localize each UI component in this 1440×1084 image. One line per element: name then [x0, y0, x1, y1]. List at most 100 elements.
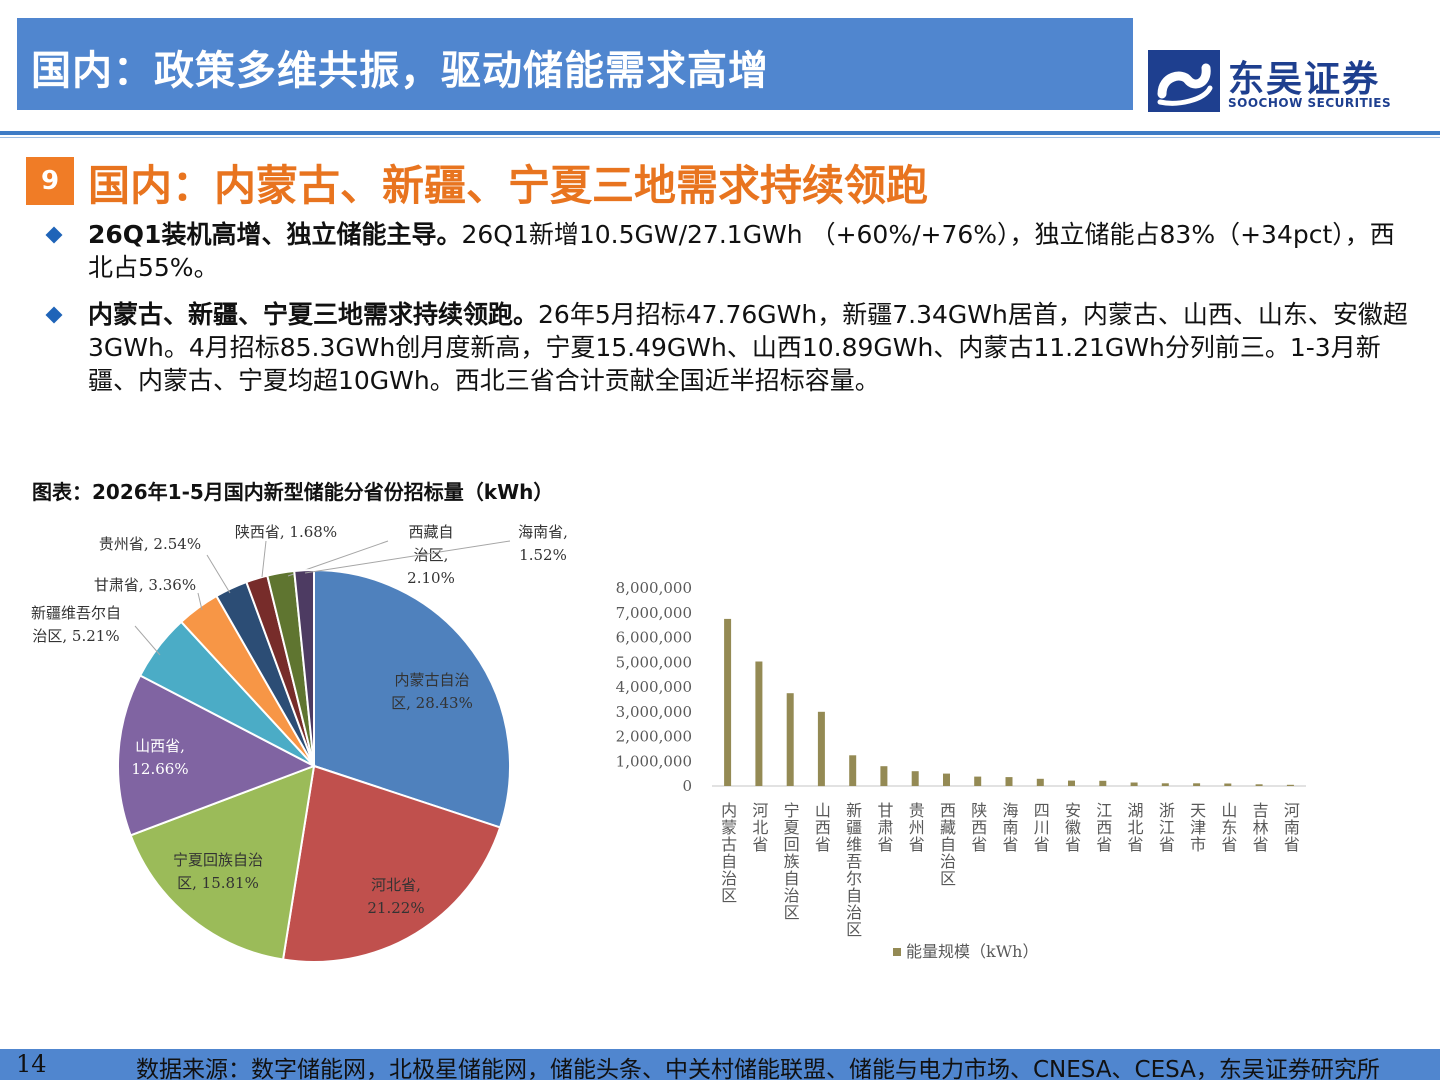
x-tick-label: 内蒙古自治区	[718, 802, 737, 904]
pie-label-7: 陕西省, 1.68%	[235, 523, 337, 541]
pie-label-line: 2.10%	[407, 569, 455, 587]
pie-leader-line-9	[304, 540, 511, 574]
pie-label-3: 山西省, 12.66%	[131, 737, 188, 778]
pie-label-line: 山西省,	[135, 737, 185, 755]
pie-label-line: 治区,	[414, 546, 449, 564]
pie-slice-3	[117, 674, 317, 837]
x-tick-label: 江西省	[1093, 802, 1112, 853]
bar-5	[880, 766, 888, 786]
pie-slice-1	[281, 764, 502, 963]
x-tick-label: 湖北省	[1125, 802, 1144, 853]
x-tick-label: 河北省	[749, 802, 768, 853]
y-tick-label: 6,000,000	[616, 629, 692, 647]
bar-15	[1193, 783, 1201, 786]
x-tick-label: 海南省	[1000, 802, 1019, 853]
bar-9	[1005, 777, 1013, 786]
x-tick-label: 河南省	[1281, 802, 1300, 853]
bar-7	[943, 773, 950, 786]
y-tick-label: 3,000,000	[616, 703, 692, 721]
pie-label-4: 新疆维吾尔自治区, 5.21%	[31, 604, 121, 645]
x-tick-label: 贵州省	[906, 802, 925, 853]
y-tick-label: 0	[682, 777, 692, 795]
x-tick-label: 山东省	[1218, 802, 1237, 853]
bar-18	[1286, 784, 1294, 786]
legend-swatch	[893, 948, 901, 956]
pie-label-line: 新疆维吾尔自	[31, 604, 121, 622]
pie-leader-line-7	[261, 540, 267, 578]
y-tick-label: 1,000,000	[616, 752, 692, 770]
logo-cn: 东吴证券	[1228, 59, 1381, 100]
bar-14	[1161, 783, 1169, 786]
company-logo: 东吴证券 SOOCHOW SECURITIES	[1148, 40, 1428, 120]
page-number: 14	[16, 1050, 47, 1078]
x-tick-label: 四川省	[1031, 802, 1050, 853]
section-title: 国内：内蒙古、新疆、宁夏三地需求持续领跑	[88, 161, 929, 210]
bar-16	[1224, 783, 1232, 786]
bullet-2-bold: 内蒙古、新疆、宁夏三地需求持续领跑。	[88, 300, 539, 329]
x-tick-label: 宁夏回族自治区	[781, 802, 800, 921]
x-tick-label: 西藏自治区	[937, 802, 956, 887]
pie-label-line: 西藏自	[408, 523, 453, 541]
y-tick-label: 7,000,000	[616, 604, 692, 622]
pie-label-6: 贵州省, 2.54%	[99, 535, 201, 553]
pie-slice-0	[313, 568, 511, 829]
bar-4	[849, 755, 857, 786]
x-tick-label: 浙江省	[1156, 802, 1175, 853]
bar-0	[724, 618, 732, 786]
soochow-logo-icon	[1148, 50, 1220, 112]
header-rule	[0, 131, 1440, 135]
logo-en: SOOCHOW SECURITIES	[1228, 96, 1392, 110]
pie-label-line: 区, 15.81%	[177, 874, 259, 892]
bullet-1-bold: 26Q1装机高增、独立储能主导。	[88, 220, 462, 249]
bar-8	[974, 776, 982, 786]
bullet-2: 内蒙古、新疆、宁夏三地需求持续领跑。26年5月招标47.76GWh，新疆7.34…	[36, 298, 1416, 397]
y-tick-label: 5,000,000	[616, 653, 692, 671]
header-bar: 国内：政策多维共振，驱动储能需求高增	[17, 18, 1133, 110]
pie-label-line: 宁夏回族自治	[173, 851, 263, 869]
bar-13	[1130, 782, 1138, 786]
bar-12	[1099, 780, 1107, 786]
x-tick-label: 陕西省	[968, 802, 987, 853]
pie-label-line: 甘肃省, 3.36%	[94, 576, 196, 594]
pie-label-line: 河北省,	[371, 876, 421, 894]
pie-slice-9	[293, 568, 315, 767]
bar-10	[1036, 778, 1044, 786]
data-source: 数据来源：数字储能网，北极星储能网，储能头条、中关村储能联盟、储能与电力市场、C…	[136, 1057, 1380, 1083]
x-tick-label: 安徽省	[1062, 802, 1081, 853]
y-tick-label: 8,000,000	[616, 579, 692, 597]
x-tick-label: 甘肃省	[874, 802, 893, 853]
pie-label-line: 内蒙古自治	[394, 671, 469, 689]
pie-label-line: 12.66%	[131, 760, 188, 778]
pie-label-8: 西藏自治区, 2.10%	[407, 523, 455, 587]
pie-label-line: 治区, 5.21%	[32, 627, 119, 645]
x-tick-label: 山西省	[812, 802, 831, 853]
pie-label-line: 海南省,	[518, 523, 568, 541]
pie-leader-line-6	[206, 554, 231, 594]
x-tick-label: 天津市	[1187, 802, 1206, 853]
pie-label-0: 内蒙古自治区, 28.43%	[391, 671, 473, 712]
legend-label: 能量规模（kWh）	[906, 942, 1038, 961]
figure-title: 图表：2026年1-5月国内新型储能分省份招标量（kWh）	[32, 480, 554, 504]
bar-chart: 0 1,000,000 2,000,000 3,000,000 4,000,000 5,0…	[616, 579, 1306, 961]
bar-17	[1255, 784, 1263, 786]
pie-label-line: 1.52%	[519, 546, 567, 564]
pie-label-line: 区, 28.43%	[391, 694, 473, 712]
x-tick-label: 吉林省	[1250, 802, 1269, 853]
pie-label-9: 海南省, 1.52%	[518, 523, 568, 564]
pie-slice-2	[129, 764, 316, 961]
header-title: 国内：政策多维共振，驱动储能需求高增	[31, 48, 769, 94]
header-rule-thin	[0, 137, 1440, 138]
footer-bar	[0, 1049, 1440, 1080]
bullet-1-text: 26Q1新增10.5GW/27.1GWh （+60%/+76%），独立储能占83…	[88, 220, 1395, 282]
pie-label-5: 甘肃省, 3.36%	[94, 576, 196, 594]
bar-3	[817, 711, 825, 787]
bar-6	[911, 771, 919, 786]
bar-11	[1068, 780, 1075, 786]
pie-label-line: 21.22%	[367, 899, 424, 917]
pie-leader-line-4	[134, 625, 161, 656]
pie-label-2: 宁夏回族自治区, 15.81%	[173, 851, 263, 892]
bar-1	[755, 661, 763, 786]
bullet-1: 26Q1装机高增、独立储能主导。26Q1新增10.5GW/27.1GWh （+6…	[36, 218, 1416, 284]
bar-2	[786, 693, 794, 786]
y-tick-label: 4,000,000	[616, 678, 692, 696]
